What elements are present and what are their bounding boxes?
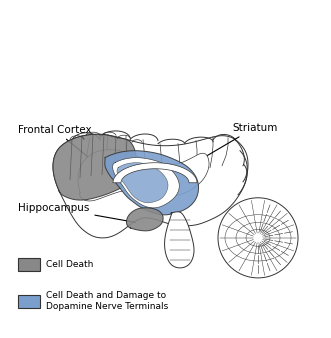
- Text: Cell Death: Cell Death: [46, 260, 93, 269]
- FancyBboxPatch shape: [18, 258, 40, 271]
- FancyBboxPatch shape: [18, 295, 40, 308]
- Text: Hippocampus: Hippocampus: [18, 203, 135, 222]
- Polygon shape: [78, 150, 209, 201]
- Polygon shape: [53, 134, 248, 238]
- Polygon shape: [117, 163, 168, 203]
- Text: Striatum: Striatum: [180, 123, 277, 171]
- Polygon shape: [105, 151, 199, 215]
- Polygon shape: [113, 158, 179, 208]
- Polygon shape: [53, 134, 136, 200]
- Circle shape: [218, 198, 298, 278]
- Text: Human Brain Areas Corresponding to the
Mouse Brain Areas Damaged by
Methamphetam: Human Brain Areas Corresponding to the M…: [17, 10, 314, 59]
- Polygon shape: [113, 163, 197, 183]
- Polygon shape: [126, 208, 163, 231]
- Text: Frontal Cortex: Frontal Cortex: [18, 125, 93, 161]
- Polygon shape: [165, 212, 194, 268]
- Text: Cell Death and Damage to
Dopamine Nerve Terminals: Cell Death and Damage to Dopamine Nerve …: [46, 291, 168, 312]
